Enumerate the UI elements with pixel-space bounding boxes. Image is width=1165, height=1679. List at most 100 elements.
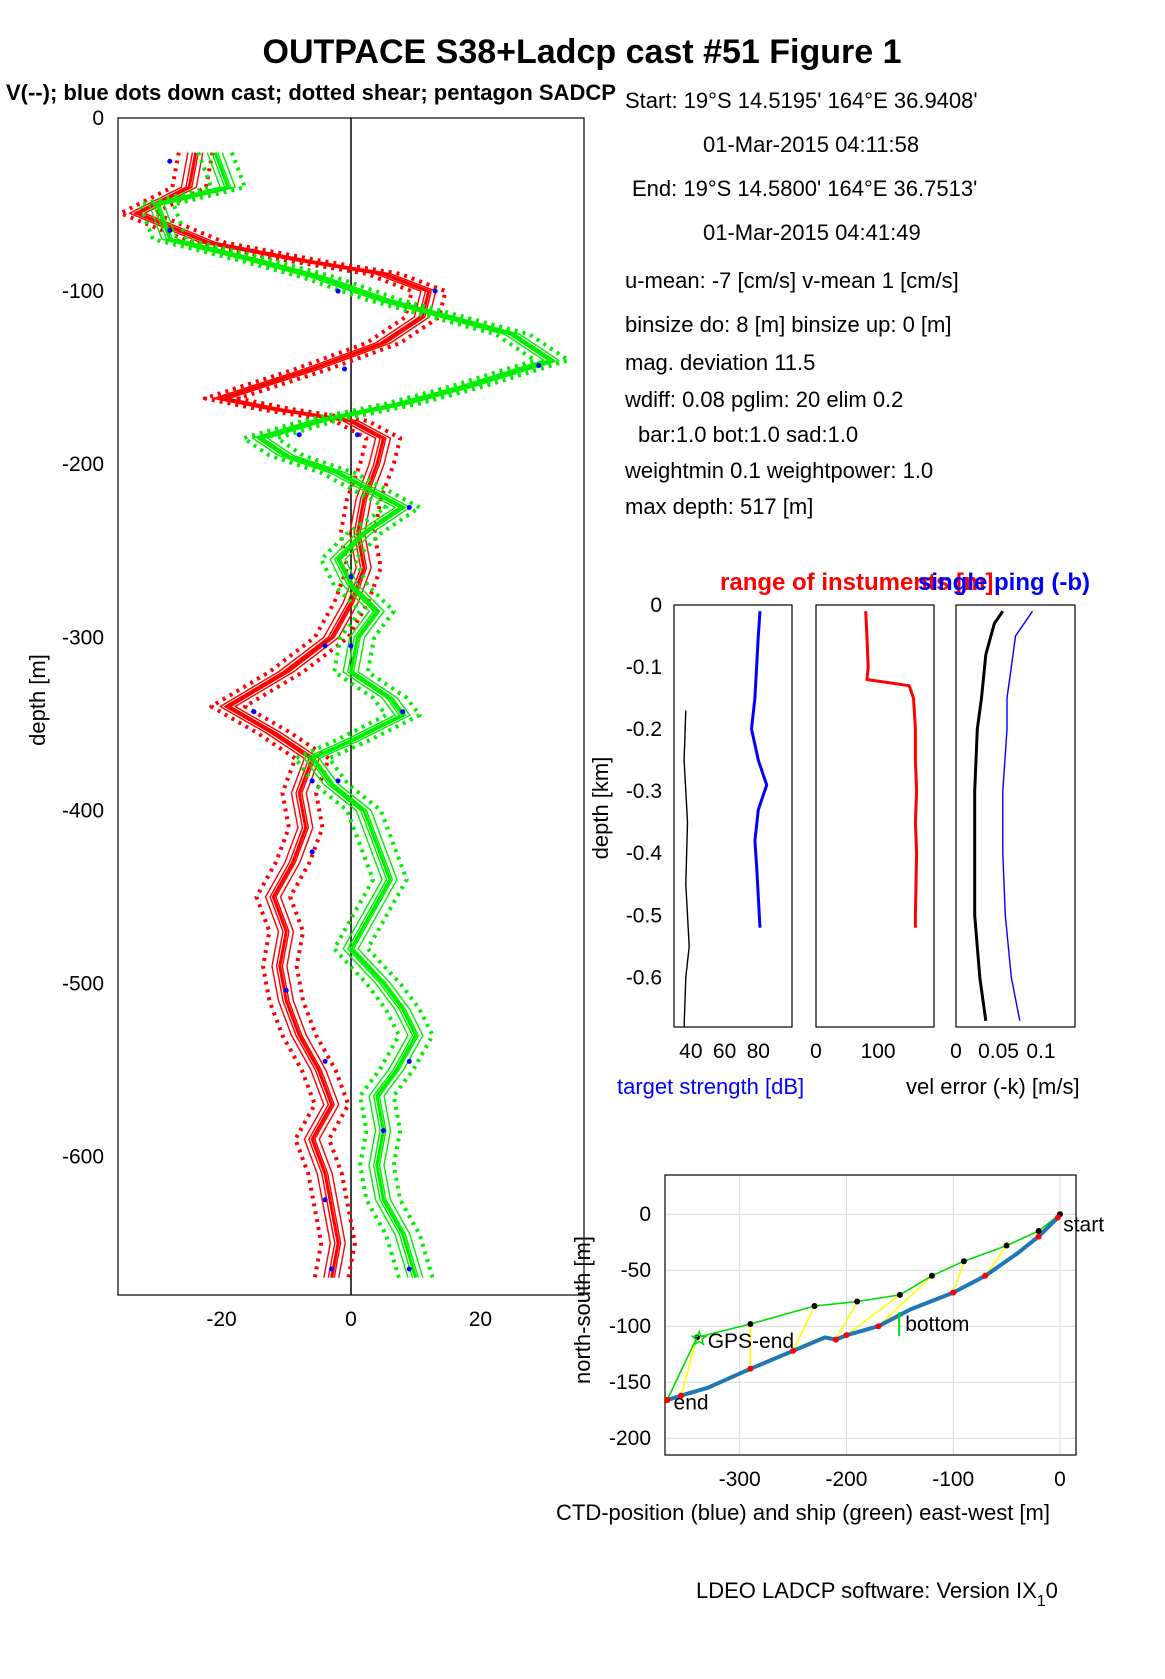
track-ship-marker xyxy=(811,1303,818,1310)
target-strength-plot: 40 60 80 0 -0.1 -0.2 -0.3 -0.4 -0.5 -0.6 xyxy=(626,594,793,1063)
track-ctd-marker xyxy=(843,1332,850,1339)
info-maxdepth: max depth: 517 [m] xyxy=(625,494,813,519)
velocity-series-0-member-1 xyxy=(133,152,427,1278)
track-ship-marker xyxy=(1035,1228,1042,1234)
velocity-downcast-dot xyxy=(329,1266,335,1272)
track-xtick-label: -200 xyxy=(825,1468,867,1491)
track-ytick-label: -150 xyxy=(609,1371,651,1394)
velocity-downcast-dot xyxy=(251,709,257,715)
err-xtick-label: 0.1 xyxy=(1026,1040,1055,1063)
err-series-1-line xyxy=(1002,610,1034,1021)
velocity-downcast-dot xyxy=(322,643,328,649)
velocity-ytick-label: -500 xyxy=(62,972,104,995)
velocity-downcast-dot xyxy=(348,574,354,580)
vel-error-plot: 0 0.05 0.1 xyxy=(950,604,1076,1063)
track-label-gps-end: GPS-end xyxy=(708,1330,794,1353)
ts-ylabel: depth [km] xyxy=(588,757,613,860)
track-ytick-label: -50 xyxy=(621,1259,651,1282)
velocity-downcast-dot xyxy=(335,288,341,294)
info-mean: u-mean: -7 [cm/s] v-mean 1 [cm/s] xyxy=(625,268,959,293)
velocity-downcast-dot xyxy=(309,849,315,855)
velocity-downcast-dot xyxy=(380,1128,386,1134)
track-ctd-marker xyxy=(982,1272,989,1279)
velocity-series-0-member-0 xyxy=(128,152,422,1278)
velocity-series-1-member-0 xyxy=(148,152,545,1278)
err-xtick-label: 0.05 xyxy=(978,1040,1019,1063)
track-connector xyxy=(792,1305,816,1352)
velocity-series-0-member-3 xyxy=(143,152,437,1278)
ts-xlabel: target strength [dB] xyxy=(617,1074,804,1099)
footer-main: LDEO LADCP software: Version IX xyxy=(696,1578,1037,1603)
velocity-downcast-dot xyxy=(335,778,341,784)
track-ytick-label: -100 xyxy=(609,1315,651,1338)
velocity-downcast-dot xyxy=(322,1197,328,1203)
info-bar: bar:1.0 bot:1.0 sad:1.0 xyxy=(638,422,858,447)
velocity-downcast-dot xyxy=(406,504,412,510)
velocity-downcast-dot xyxy=(348,643,354,649)
ts-xtick-label: 40 xyxy=(679,1040,702,1063)
track-xlabel: CTD-position (blue) and ship (green) eas… xyxy=(556,1500,1050,1525)
velocity-series-0-shear-right xyxy=(152,152,448,1279)
track-ctd-marker xyxy=(950,1289,957,1296)
ts-ytick-label: -0.2 xyxy=(626,718,662,741)
velocity-downcast-dot xyxy=(406,1058,412,1064)
velocity-series-0-shear-left xyxy=(118,152,414,1279)
velocity-xtick-label: -20 xyxy=(206,1308,236,1331)
velocity-ytick-label: -600 xyxy=(62,1146,104,1169)
ts-xtick-label: 60 xyxy=(713,1040,736,1063)
velocity-downcast-dot xyxy=(406,1266,412,1272)
track-xtick-label: -100 xyxy=(932,1468,974,1491)
track-gps-end-star xyxy=(690,1329,708,1346)
velocity-series-1-line xyxy=(155,152,554,1279)
track-xtick-label: 0 xyxy=(1054,1468,1066,1491)
figure-subtitle: V(--); blue dots down cast; dotted shear… xyxy=(6,80,616,105)
track-ylabel: north-south [m] xyxy=(570,1236,595,1384)
track-connector xyxy=(952,1260,965,1293)
track-ship-marker xyxy=(896,1291,903,1298)
velocity-downcast-dot xyxy=(400,709,406,715)
range-axes-box xyxy=(815,604,935,1028)
info-magdev: mag. deviation 11.5 xyxy=(625,350,815,375)
velocity-downcast-dot xyxy=(167,228,173,234)
info-wdiff: wdiff: 0.08 pglim: 20 elim 0.2 xyxy=(624,387,903,412)
velocity-downcast-dot xyxy=(322,1058,328,1064)
velocity-series-1-member-3 xyxy=(163,152,560,1278)
velocity-series-0-line xyxy=(135,152,431,1278)
track-ctd-marker xyxy=(678,1392,685,1399)
velocity-downcast-dot xyxy=(309,778,315,784)
velocity-series-1-shear-right xyxy=(171,151,571,1279)
single-ping-title: single ping (-b) xyxy=(918,569,1090,596)
ts-series-0-line xyxy=(750,611,769,928)
range-plot: 0 100 xyxy=(810,604,935,1063)
footer-tail: 0 xyxy=(1046,1578,1058,1603)
footer-text: LDEO LADCP software: Version IX10 xyxy=(696,1578,1058,1610)
track-connector xyxy=(835,1301,858,1341)
ts-ytick-label: -0.4 xyxy=(626,842,663,865)
info-binsize: binsize do: 8 [m] binsize up: 0 [m] xyxy=(625,312,952,337)
track-ship-marker xyxy=(854,1298,861,1305)
velocity-ylabel: depth [m] xyxy=(25,654,50,746)
velocity-profile-plot: -20 0 200-100-200-300-400-500-600 xyxy=(62,107,585,1331)
ts-ytick-label: 0 xyxy=(650,594,662,617)
velocity-downcast-dot xyxy=(354,432,360,438)
velocity-ytick-label: -100 xyxy=(62,280,104,303)
track-connector xyxy=(845,1294,901,1336)
err-axes-box xyxy=(955,604,1076,1028)
ts-ytick-label: -0.1 xyxy=(626,656,662,679)
ts-xtick-label: 80 xyxy=(747,1040,770,1063)
velocity-ytick-label: 0 xyxy=(92,107,104,130)
velocity-downcast-dot xyxy=(296,432,302,438)
info-block: Start: 19°S 14.5195' 164°E 36.9408' 01-M… xyxy=(624,88,978,519)
figure-title: OUTPACE S38+Ladcp cast #51 Figure 1 xyxy=(263,33,902,71)
track-connector xyxy=(984,1245,1008,1277)
range-xtick-label: 0 xyxy=(810,1040,822,1063)
err-xtick-label: 0 xyxy=(950,1040,962,1063)
position-track-plot: start bottom GPS-end end -300 -200 -100 0 0 -50 -1… xyxy=(609,1174,1104,1491)
info-start: Start: 19°S 14.5195' 164°E 36.9408' xyxy=(625,88,978,113)
track-ctd-marker xyxy=(664,1397,671,1404)
track-label-end: end xyxy=(674,1391,709,1414)
velocity-downcast-dot xyxy=(536,363,542,369)
ts-ytick-label: -0.5 xyxy=(626,904,662,927)
velocity-ytick-label: -200 xyxy=(62,453,104,476)
